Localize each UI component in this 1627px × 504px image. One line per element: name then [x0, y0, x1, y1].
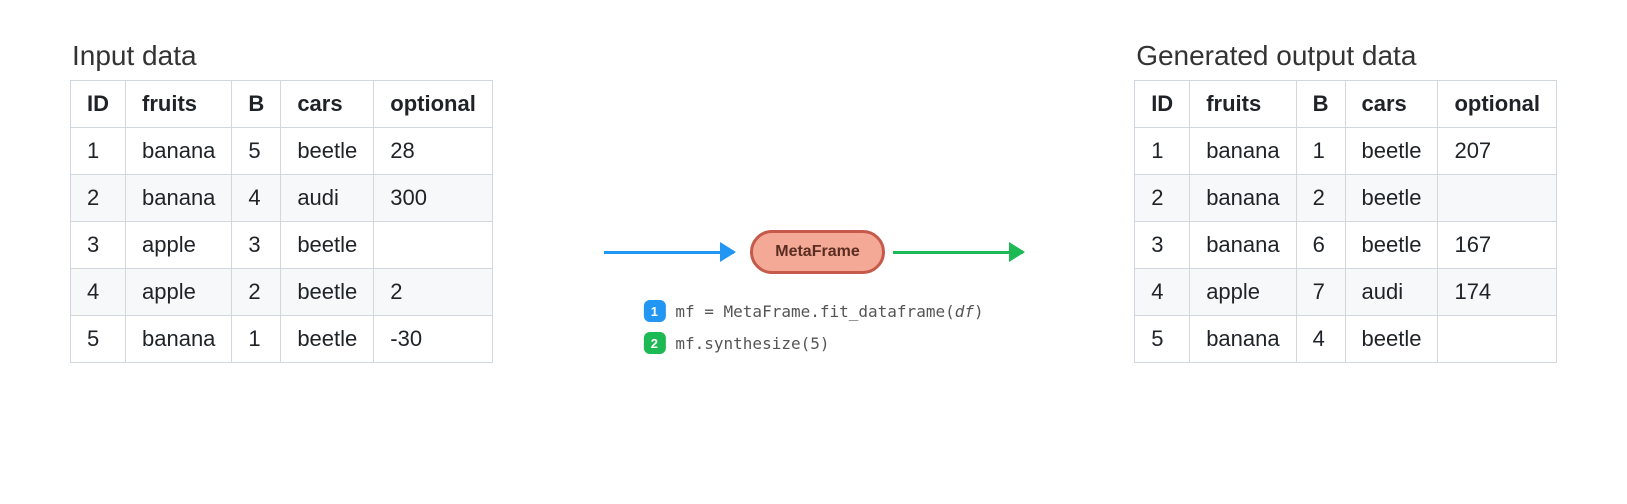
- input-panel: Input data ID fruits B cars optional 1 b…: [70, 40, 493, 363]
- input-table: ID fruits B cars optional 1 banana 5 bee…: [70, 80, 493, 363]
- cell: 174: [1438, 269, 1557, 316]
- col-cars: cars: [1345, 81, 1438, 128]
- cell: banana: [1190, 128, 1296, 175]
- output-title: Generated output data: [1136, 40, 1557, 72]
- table-row: 5 banana 1 beetle -30: [71, 316, 493, 363]
- arrow-synthesize-icon: [893, 251, 1023, 254]
- col-cars: cars: [281, 81, 374, 128]
- cell: 4: [1135, 269, 1190, 316]
- table-row: 4 apple 7 audi 174: [1135, 269, 1557, 316]
- cell: beetle: [1345, 175, 1438, 222]
- cell: beetle: [1345, 222, 1438, 269]
- col-id: ID: [71, 81, 126, 128]
- cell: 1: [232, 316, 281, 363]
- cell: beetle: [1345, 316, 1438, 363]
- col-optional: optional: [374, 81, 493, 128]
- cell: beetle: [281, 222, 374, 269]
- col-id: ID: [1135, 81, 1190, 128]
- table-row: 1 banana 5 beetle 28: [71, 128, 493, 175]
- cell: audi: [281, 175, 374, 222]
- cell: 2: [1296, 175, 1345, 222]
- cell: 1: [1135, 128, 1190, 175]
- cell: [1438, 316, 1557, 363]
- arrow-row: MetaFrame: [503, 230, 1124, 274]
- output-panel: Generated output data ID fruits B cars o…: [1134, 40, 1557, 363]
- cell: banana: [1190, 222, 1296, 269]
- table-row: 5 banana 4 beetle: [1135, 316, 1557, 363]
- col-b: B: [232, 81, 281, 128]
- cell: 4: [71, 269, 126, 316]
- cell: 207: [1438, 128, 1557, 175]
- cell: 28: [374, 128, 493, 175]
- table-row: 2 banana 4 audi 300: [71, 175, 493, 222]
- cell: 5: [232, 128, 281, 175]
- code-line-1: 1 mf = MetaFrame.fit_dataframe(df): [643, 300, 983, 322]
- output-table: ID fruits B cars optional 1 banana 1 bee…: [1134, 80, 1557, 363]
- step-badge-2: 2: [643, 332, 665, 354]
- input-title: Input data: [72, 40, 493, 72]
- cell: [1438, 175, 1557, 222]
- col-optional: optional: [1438, 81, 1557, 128]
- code-text: mf = MetaFrame.fit_dataframe(df): [675, 302, 983, 321]
- cell: 7: [1296, 269, 1345, 316]
- col-fruits: fruits: [126, 81, 232, 128]
- cell: apple: [126, 269, 232, 316]
- cell: 4: [232, 175, 281, 222]
- cell: 2: [71, 175, 126, 222]
- code-block: 1 mf = MetaFrame.fit_dataframe(df) 2 mf.…: [643, 300, 983, 364]
- table-row: 1 banana 1 beetle 207: [1135, 128, 1557, 175]
- cell: 6: [1296, 222, 1345, 269]
- cell: banana: [1190, 316, 1296, 363]
- cell: 167: [1438, 222, 1557, 269]
- table-row: 4 apple 2 beetle 2: [71, 269, 493, 316]
- cell: 3: [232, 222, 281, 269]
- table-row: 3 apple 3 beetle: [71, 222, 493, 269]
- cell: [374, 222, 493, 269]
- cell: 3: [1135, 222, 1190, 269]
- cell: 4: [1296, 316, 1345, 363]
- cell: apple: [1190, 269, 1296, 316]
- cell: 1: [71, 128, 126, 175]
- table-header-row: ID fruits B cars optional: [71, 81, 493, 128]
- cell: 2: [1135, 175, 1190, 222]
- cell: -30: [374, 316, 493, 363]
- cell: beetle: [1345, 128, 1438, 175]
- col-b: B: [1296, 81, 1345, 128]
- table-row: 2 banana 2 beetle: [1135, 175, 1557, 222]
- flow-section: MetaFrame 1 mf = MetaFrame.fit_dataframe…: [503, 40, 1124, 460]
- cell: 5: [71, 316, 126, 363]
- code-line-2: 2 mf.synthesize(5): [643, 332, 983, 354]
- metaframe-node: MetaFrame: [750, 230, 884, 274]
- cell: beetle: [281, 269, 374, 316]
- cell: 3: [71, 222, 126, 269]
- cell: beetle: [281, 316, 374, 363]
- cell: 2: [232, 269, 281, 316]
- cell: banana: [126, 175, 232, 222]
- arrow-fit-icon: [604, 251, 734, 254]
- cell: 2: [374, 269, 493, 316]
- cell: audi: [1345, 269, 1438, 316]
- cell: beetle: [281, 128, 374, 175]
- cell: banana: [126, 128, 232, 175]
- cell: 1: [1296, 128, 1345, 175]
- cell: apple: [126, 222, 232, 269]
- cell: banana: [126, 316, 232, 363]
- cell: 300: [374, 175, 493, 222]
- cell: banana: [1190, 175, 1296, 222]
- cell: 5: [1135, 316, 1190, 363]
- table-row: 3 banana 6 beetle 167: [1135, 222, 1557, 269]
- code-text: mf.synthesize(5): [675, 334, 829, 353]
- step-badge-1: 1: [643, 300, 665, 322]
- table-header-row: ID fruits B cars optional: [1135, 81, 1557, 128]
- col-fruits: fruits: [1190, 81, 1296, 128]
